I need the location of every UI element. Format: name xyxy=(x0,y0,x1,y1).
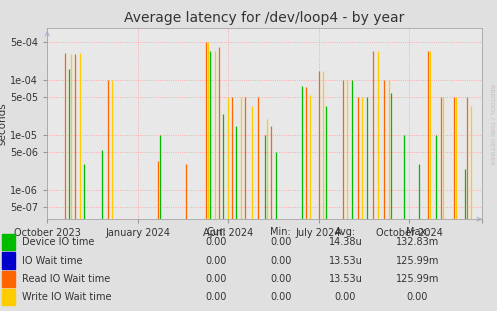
Text: Read IO Wait time: Read IO Wait time xyxy=(22,274,111,284)
Text: 13.53u: 13.53u xyxy=(329,256,362,266)
Text: 125.99m: 125.99m xyxy=(396,274,439,284)
Text: 0.00: 0.00 xyxy=(205,237,227,247)
Text: 0.00: 0.00 xyxy=(205,256,227,266)
Text: 0.00: 0.00 xyxy=(205,292,227,302)
Text: 13.53u: 13.53u xyxy=(329,274,362,284)
Text: 125.99m: 125.99m xyxy=(396,256,439,266)
Text: RRDTOOL / TOBI OETIKER: RRDTOOL / TOBI OETIKER xyxy=(490,84,495,165)
Text: 0.00: 0.00 xyxy=(270,274,292,284)
FancyBboxPatch shape xyxy=(2,234,15,250)
Text: 14.38u: 14.38u xyxy=(329,237,362,247)
Text: IO Wait time: IO Wait time xyxy=(22,256,83,266)
Text: 0.00: 0.00 xyxy=(270,237,292,247)
Text: 0.00: 0.00 xyxy=(270,292,292,302)
FancyBboxPatch shape xyxy=(2,252,15,269)
Text: Device IO time: Device IO time xyxy=(22,237,95,247)
Text: 0.00: 0.00 xyxy=(407,292,428,302)
Y-axis label: seconds: seconds xyxy=(0,102,7,145)
FancyBboxPatch shape xyxy=(2,289,15,305)
Text: Min:: Min: xyxy=(270,227,291,237)
Text: Write IO Wait time: Write IO Wait time xyxy=(22,292,112,302)
Text: Max:: Max: xyxy=(406,227,429,237)
Text: 132.83m: 132.83m xyxy=(396,237,439,247)
Text: Avg:: Avg: xyxy=(335,227,356,237)
Text: 0.00: 0.00 xyxy=(334,292,356,302)
Text: 0.00: 0.00 xyxy=(205,274,227,284)
Title: Average latency for /dev/loop4 - by year: Average latency for /dev/loop4 - by year xyxy=(124,12,405,26)
Text: Cur:: Cur: xyxy=(206,227,226,237)
Text: 0.00: 0.00 xyxy=(270,256,292,266)
FancyBboxPatch shape xyxy=(2,271,15,287)
